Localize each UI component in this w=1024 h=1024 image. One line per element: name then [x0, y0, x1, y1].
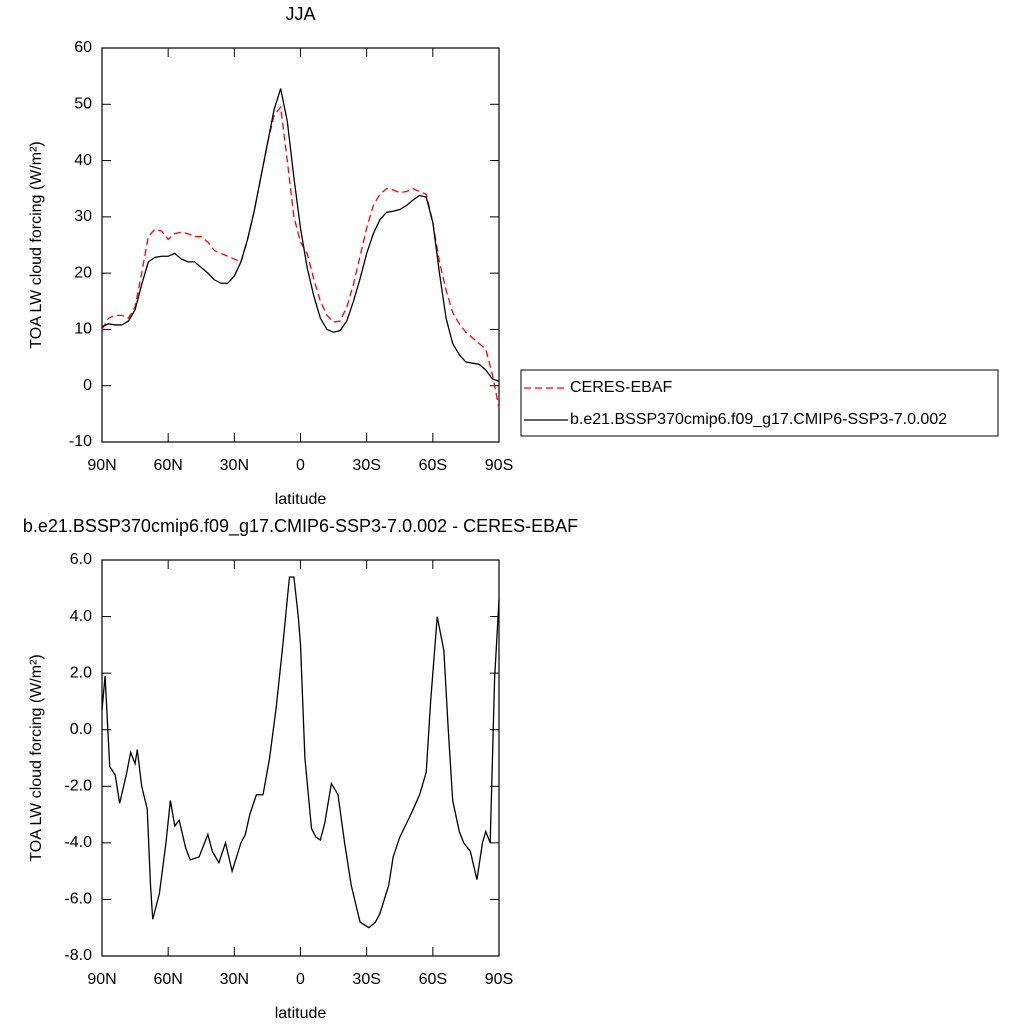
x-tick-label: 30S	[352, 971, 380, 988]
x-axis-label: latitude	[275, 1005, 327, 1022]
legend-label: CERES-EBAF	[570, 379, 672, 396]
chart-title: JJA	[285, 4, 315, 24]
plot-frame	[101, 559, 500, 957]
y-tick-label: 50	[74, 96, 92, 113]
x-tick-label: 30N	[220, 971, 249, 988]
y-tick-label: 30	[74, 208, 92, 225]
y-tick-label: 20	[74, 264, 92, 281]
x-tick-label: 30N	[220, 457, 249, 474]
x-tick-label: 90S	[485, 971, 513, 988]
plot-frame	[101, 47, 500, 443]
chart-title: b.e21.BSSP370cmip6.f09_g17.CMIP6-SSP3-7.…	[23, 516, 578, 537]
y-axis-label: TOA LW cloud forcing (W/m²)	[28, 141, 45, 348]
y-tick-label: 10	[74, 321, 92, 338]
y-tick-label: 0	[83, 377, 92, 394]
x-axis-label: latitude	[275, 491, 327, 508]
x-tick-label: 0	[296, 971, 305, 988]
data-line	[101, 576, 500, 929]
legend-label: b.e21.BSSP370cmip6.f09_g17.CMIP6-SSP3-7.…	[570, 411, 947, 428]
x-tick-label: 90N	[87, 971, 116, 988]
x-tick-label: 60S	[419, 971, 447, 988]
y-tick-label: -10	[69, 433, 92, 450]
y-axis-label: TOA LW cloud forcing (W/m²)	[28, 654, 45, 861]
y-tick-label: -2.0	[64, 778, 92, 795]
y-tick-label: 0.0	[70, 721, 92, 738]
x-tick-label: 60S	[419, 457, 447, 474]
y-tick-label: 2.0	[70, 664, 92, 681]
x-tick-label: 60N	[153, 457, 182, 474]
legend	[520, 369, 999, 437]
y-tick-label: 6.0	[70, 551, 92, 568]
y-tick-label: 60	[74, 39, 92, 56]
data-line	[101, 88, 500, 382]
x-tick-label: 60N	[153, 971, 182, 988]
x-tick-label: 30S	[352, 457, 380, 474]
x-tick-label: 90S	[485, 457, 513, 474]
y-tick-label: -8.0	[64, 947, 92, 964]
y-tick-label: 40	[74, 152, 92, 169]
x-tick-label: 90N	[87, 457, 116, 474]
y-tick-label: -4.0	[64, 834, 92, 851]
data-line	[101, 105, 500, 409]
x-tick-label: 0	[296, 457, 305, 474]
y-tick-label: 4.0	[70, 608, 92, 625]
y-tick-label: -6.0	[64, 891, 92, 908]
